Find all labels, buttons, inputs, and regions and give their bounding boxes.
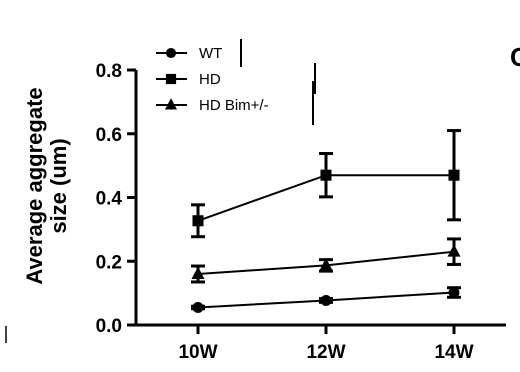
legend-label: HD Bim+/- — [199, 97, 269, 114]
data-point — [192, 302, 204, 313]
y-axis-title-line-2: size (um) — [46, 138, 71, 233]
data-point — [319, 257, 333, 271]
data-point — [191, 266, 205, 279]
legend-marker — [165, 47, 177, 59]
x-tick-label: 14W — [434, 342, 473, 363]
y-tick-label: 0.6 — [96, 125, 122, 146]
series-circle — [191, 286, 461, 313]
data-point — [447, 244, 461, 257]
series-square — [191, 129, 461, 239]
x-tick-label: 12W — [306, 342, 345, 363]
legend-item-triangle: HD Bim+/- — [156, 81, 314, 125]
x-tick-label: 10W — [178, 342, 217, 363]
series-triangle — [191, 237, 461, 284]
legend: WT HD HD Bim+/- — [156, 39, 316, 125]
series-layer — [191, 129, 461, 313]
legend-marker — [165, 98, 177, 110]
y-tick-label: 0.0 — [96, 316, 122, 337]
legend-item-square: HD — [156, 63, 316, 94]
legend-marker — [165, 73, 177, 85]
y-tick-label: 0.2 — [96, 252, 122, 273]
data-point — [192, 215, 204, 227]
data-point — [320, 169, 332, 181]
data-point — [320, 294, 332, 306]
axes: 0.0 0.2 0.4 0.6 0.8 10W 12W 14W — [96, 61, 506, 363]
y-tick-label: 0.8 — [96, 61, 122, 82]
y-axis-title-line-1: Average aggregate — [22, 87, 47, 284]
data-point — [448, 287, 460, 298]
y-tick-label: 0.4 — [96, 189, 123, 210]
legend-label: WT — [199, 45, 222, 62]
y-axis-title: Average aggregate size (um) — [22, 87, 71, 284]
data-point — [448, 169, 460, 181]
legend-item-circle: WT — [156, 39, 242, 67]
panel-letter: C — [510, 42, 520, 72]
legend-label: HD — [199, 71, 221, 88]
